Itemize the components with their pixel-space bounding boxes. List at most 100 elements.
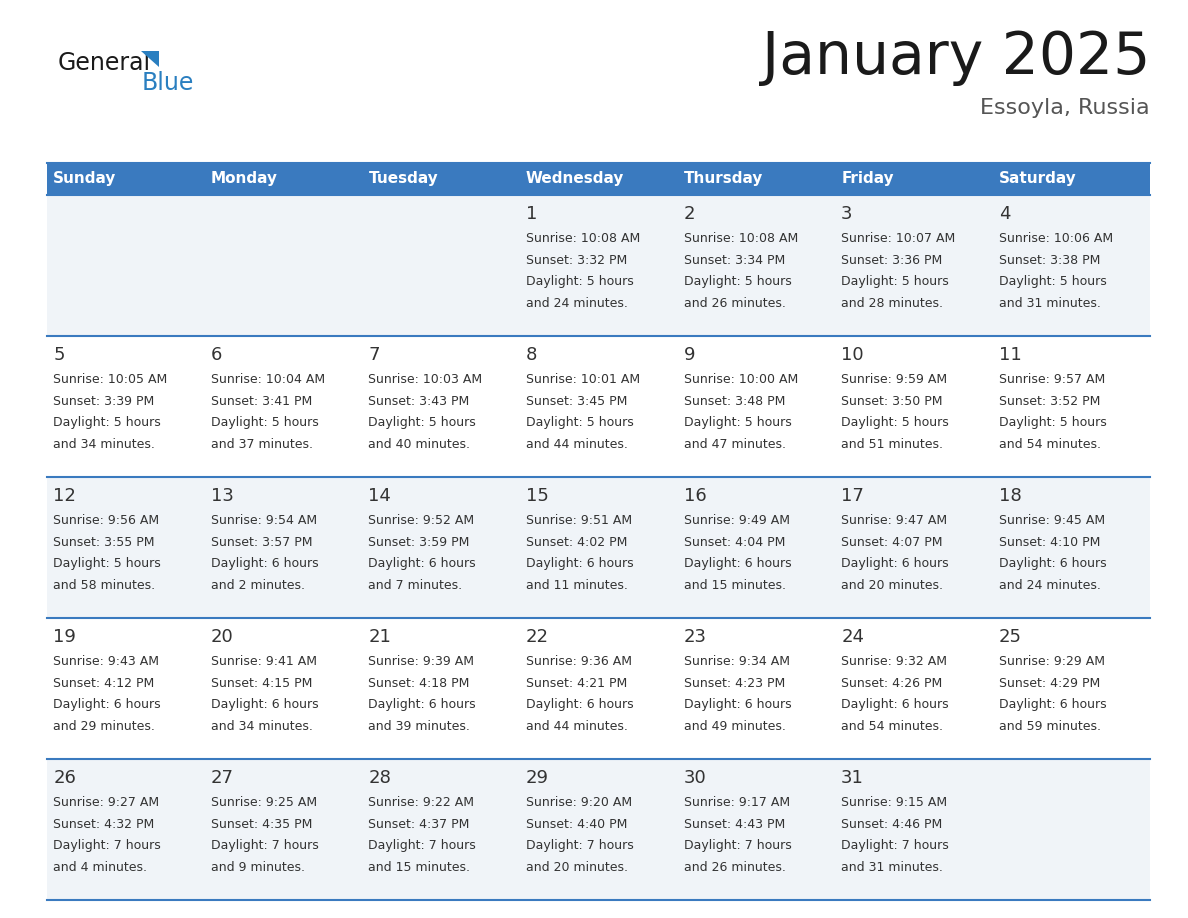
Text: Friday: Friday [841, 172, 893, 186]
Text: and 58 minutes.: and 58 minutes. [53, 579, 156, 592]
Text: 13: 13 [211, 487, 234, 505]
Text: and 39 minutes.: and 39 minutes. [368, 721, 470, 733]
Text: Sunset: 4:10 PM: Sunset: 4:10 PM [999, 535, 1100, 549]
Text: 30: 30 [683, 769, 707, 787]
Text: Sunset: 3:55 PM: Sunset: 3:55 PM [53, 535, 154, 549]
Text: Sunrise: 9:41 AM: Sunrise: 9:41 AM [211, 655, 317, 667]
Text: Sunrise: 9:52 AM: Sunrise: 9:52 AM [368, 514, 474, 527]
Text: 10: 10 [841, 346, 864, 364]
Text: Sunrise: 9:27 AM: Sunrise: 9:27 AM [53, 796, 159, 809]
Bar [677, 163, 835, 195]
Text: Sunrise: 9:36 AM: Sunrise: 9:36 AM [526, 655, 632, 667]
Polygon shape [141, 51, 159, 67]
Text: Sunset: 4:15 PM: Sunset: 4:15 PM [211, 677, 312, 689]
Text: Daylight: 7 hours: Daylight: 7 hours [526, 839, 633, 853]
Text: Sunrise: 10:04 AM: Sunrise: 10:04 AM [211, 373, 326, 386]
Text: Sunset: 4:37 PM: Sunset: 4:37 PM [368, 818, 469, 831]
Text: Sunset: 4:32 PM: Sunset: 4:32 PM [53, 818, 154, 831]
Text: Sunset: 3:59 PM: Sunset: 3:59 PM [368, 535, 469, 549]
Text: January 2025: January 2025 [762, 29, 1150, 86]
Text: 25: 25 [999, 628, 1022, 646]
Text: Daylight: 5 hours: Daylight: 5 hours [526, 275, 633, 288]
Text: and 49 minutes.: and 49 minutes. [683, 721, 785, 733]
Text: 24: 24 [841, 628, 864, 646]
Text: 26: 26 [53, 769, 76, 787]
Text: and 34 minutes.: and 34 minutes. [211, 721, 312, 733]
Text: Daylight: 5 hours: Daylight: 5 hours [53, 417, 162, 430]
Text: Sunset: 3:52 PM: Sunset: 3:52 PM [999, 395, 1100, 408]
Text: 16: 16 [683, 487, 707, 505]
Text: and 40 minutes.: and 40 minutes. [368, 438, 470, 452]
Text: General: General [58, 51, 151, 75]
Text: Sunrise: 9:15 AM: Sunrise: 9:15 AM [841, 796, 947, 809]
Text: and 26 minutes.: and 26 minutes. [683, 297, 785, 310]
Text: Sunset: 4:35 PM: Sunset: 4:35 PM [211, 818, 312, 831]
Text: Sunrise: 9:25 AM: Sunrise: 9:25 AM [211, 796, 317, 809]
Text: Daylight: 5 hours: Daylight: 5 hours [368, 417, 476, 430]
Text: Sunrise: 9:22 AM: Sunrise: 9:22 AM [368, 796, 474, 809]
Text: Daylight: 5 hours: Daylight: 5 hours [841, 275, 949, 288]
Text: and 4 minutes.: and 4 minutes. [53, 861, 147, 874]
Text: Daylight: 6 hours: Daylight: 6 hours [368, 699, 476, 711]
Text: Tuesday: Tuesday [368, 172, 438, 186]
Text: Sunset: 3:34 PM: Sunset: 3:34 PM [683, 253, 785, 266]
Bar [48, 336, 1150, 477]
Text: Blue: Blue [143, 71, 195, 95]
Bar [992, 163, 1150, 195]
Text: Sunrise: 9:56 AM: Sunrise: 9:56 AM [53, 514, 159, 527]
Text: and 59 minutes.: and 59 minutes. [999, 721, 1101, 733]
Text: and 26 minutes.: and 26 minutes. [683, 861, 785, 874]
Text: Sunrise: 9:59 AM: Sunrise: 9:59 AM [841, 373, 947, 386]
Text: 9: 9 [683, 346, 695, 364]
Text: and 44 minutes.: and 44 minutes. [526, 721, 628, 733]
Text: Sunset: 4:29 PM: Sunset: 4:29 PM [999, 677, 1100, 689]
Text: Sunrise: 9:29 AM: Sunrise: 9:29 AM [999, 655, 1105, 667]
Text: 21: 21 [368, 628, 391, 646]
Text: Sunrise: 9:54 AM: Sunrise: 9:54 AM [211, 514, 317, 527]
Text: and 54 minutes.: and 54 minutes. [999, 438, 1101, 452]
Text: Daylight: 5 hours: Daylight: 5 hours [211, 417, 318, 430]
Text: Sunset: 4:02 PM: Sunset: 4:02 PM [526, 535, 627, 549]
Text: and 11 minutes.: and 11 minutes. [526, 579, 628, 592]
Text: Sunset: 4:26 PM: Sunset: 4:26 PM [841, 677, 942, 689]
Text: 11: 11 [999, 346, 1022, 364]
Text: Daylight: 6 hours: Daylight: 6 hours [526, 699, 633, 711]
Text: Sunrise: 10:03 AM: Sunrise: 10:03 AM [368, 373, 482, 386]
Bar [204, 163, 362, 195]
Text: Sunrise: 9:49 AM: Sunrise: 9:49 AM [683, 514, 790, 527]
Text: Daylight: 6 hours: Daylight: 6 hours [683, 699, 791, 711]
Text: Sunset: 3:50 PM: Sunset: 3:50 PM [841, 395, 942, 408]
Text: and 51 minutes.: and 51 minutes. [841, 438, 943, 452]
Text: Sunrise: 10:01 AM: Sunrise: 10:01 AM [526, 373, 640, 386]
Text: Sunset: 4:07 PM: Sunset: 4:07 PM [841, 535, 942, 549]
Bar [48, 759, 1150, 900]
Text: Daylight: 7 hours: Daylight: 7 hours [211, 839, 318, 853]
Text: 29: 29 [526, 769, 549, 787]
Text: 2: 2 [683, 205, 695, 223]
Text: Sunset: 3:36 PM: Sunset: 3:36 PM [841, 253, 942, 266]
Text: Daylight: 5 hours: Daylight: 5 hours [841, 417, 949, 430]
Text: 15: 15 [526, 487, 549, 505]
Text: 20: 20 [211, 628, 234, 646]
Text: Daylight: 5 hours: Daylight: 5 hours [999, 275, 1106, 288]
Text: and 29 minutes.: and 29 minutes. [53, 721, 156, 733]
Text: 14: 14 [368, 487, 391, 505]
Text: Daylight: 7 hours: Daylight: 7 hours [53, 839, 162, 853]
Text: Sunrise: 9:39 AM: Sunrise: 9:39 AM [368, 655, 474, 667]
Text: Saturday: Saturday [999, 172, 1076, 186]
Text: 8: 8 [526, 346, 537, 364]
Bar [835, 163, 992, 195]
Text: and 20 minutes.: and 20 minutes. [526, 861, 628, 874]
Text: Sunrise: 9:47 AM: Sunrise: 9:47 AM [841, 514, 947, 527]
Text: Sunrise: 9:32 AM: Sunrise: 9:32 AM [841, 655, 947, 667]
Text: 18: 18 [999, 487, 1022, 505]
Text: 23: 23 [683, 628, 707, 646]
Text: Sunrise: 10:00 AM: Sunrise: 10:00 AM [683, 373, 798, 386]
Text: Daylight: 6 hours: Daylight: 6 hours [526, 557, 633, 570]
Text: and 15 minutes.: and 15 minutes. [368, 861, 470, 874]
Text: Sunset: 4:04 PM: Sunset: 4:04 PM [683, 535, 785, 549]
Text: 4: 4 [999, 205, 1010, 223]
Text: and 24 minutes.: and 24 minutes. [526, 297, 628, 310]
Text: Daylight: 5 hours: Daylight: 5 hours [53, 557, 162, 570]
Text: Sunset: 4:40 PM: Sunset: 4:40 PM [526, 818, 627, 831]
